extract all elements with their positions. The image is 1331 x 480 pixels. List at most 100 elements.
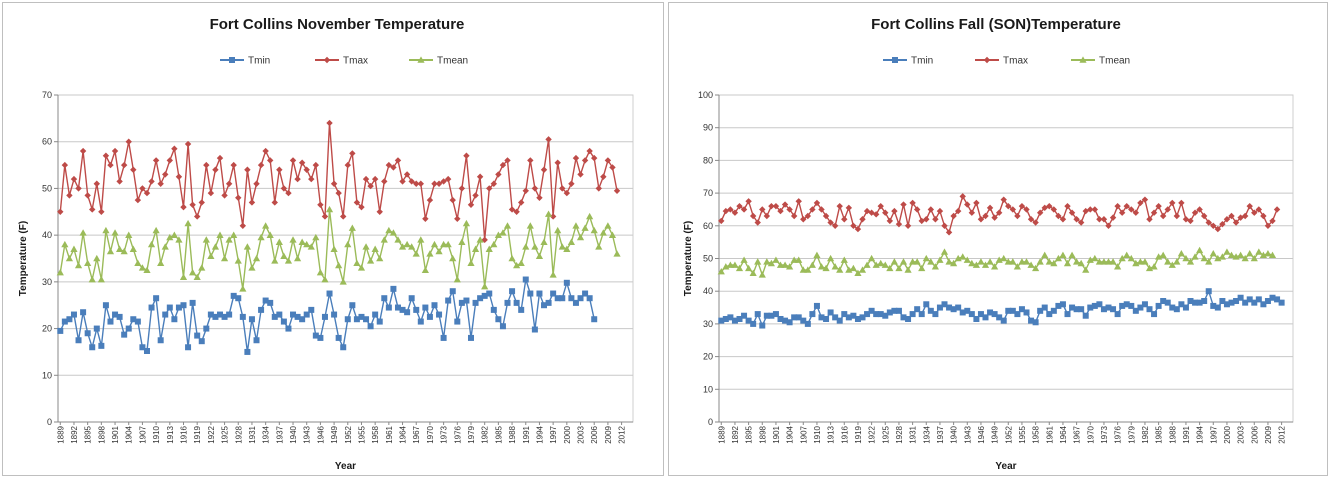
data-point-tmean xyxy=(316,268,325,276)
data-point-tmin xyxy=(358,313,365,320)
data-point-tmin xyxy=(1128,302,1135,309)
data-point-tmax xyxy=(1196,206,1203,213)
data-point-tmax xyxy=(248,199,256,206)
x-tick-label: 1904 xyxy=(125,425,134,443)
data-point-tmean xyxy=(325,205,334,213)
data-point-tmin xyxy=(449,288,456,295)
data-point-tmean xyxy=(963,256,971,263)
data-point-tmin xyxy=(477,295,484,302)
x-tick-label: 1988 xyxy=(508,425,517,443)
data-point-tmin xyxy=(1260,301,1267,308)
data-point-tmax xyxy=(1251,209,1258,216)
x-tick-label: 1919 xyxy=(193,425,202,443)
data-point-tmean xyxy=(595,243,603,250)
data-point-tmax xyxy=(216,154,224,162)
legend-entry-tmax: Tmax xyxy=(315,56,368,67)
data-point-tmean xyxy=(70,245,78,252)
data-point-tmean xyxy=(1241,254,1249,262)
data-point-tmax xyxy=(280,185,288,192)
data-point-tmax xyxy=(604,157,612,164)
data-point-tmin xyxy=(98,342,105,349)
x-tick-label: 2012 xyxy=(618,425,627,443)
data-point-tmin xyxy=(804,320,811,327)
y-tick-label: 0 xyxy=(708,417,713,427)
data-point-tmin xyxy=(718,317,725,324)
data-point-tmean xyxy=(959,253,967,260)
data-point-tmin xyxy=(777,315,784,322)
data-point-tmax xyxy=(1182,216,1190,223)
data-point-tmean xyxy=(1155,253,1163,260)
data-point-tmin xyxy=(759,322,766,329)
data-point-tmean xyxy=(558,243,566,250)
data-point-tmin xyxy=(1009,307,1016,314)
data-point-tmax xyxy=(417,180,424,187)
data-point-tmax xyxy=(1219,220,1226,228)
data-point-tmax xyxy=(595,185,602,192)
data-point-tmax xyxy=(991,214,998,221)
data-point-tmean xyxy=(1227,251,1236,259)
data-point-tmax xyxy=(772,202,780,210)
data-point-tmax xyxy=(486,185,493,192)
data-point-tmax xyxy=(239,222,247,229)
data-point-tmax xyxy=(89,206,96,213)
data-point-tmean xyxy=(243,243,251,250)
data-point-tmax xyxy=(577,171,584,178)
data-point-tmax xyxy=(390,164,397,171)
data-point-tmin xyxy=(531,326,538,333)
data-point-tmin xyxy=(1018,306,1025,313)
data-point-tmean xyxy=(216,231,224,238)
x-tick-label: 2006 xyxy=(1250,425,1259,443)
data-point-tmax xyxy=(904,222,912,229)
data-point-tmax xyxy=(777,207,784,215)
data-point-tmin xyxy=(112,311,119,318)
x-tick-label: 2003 xyxy=(577,425,586,443)
data-point-tmin xyxy=(1192,299,1199,306)
data-point-tmean xyxy=(927,258,935,265)
data-point-tmin xyxy=(463,297,470,304)
data-point-tmean xyxy=(421,266,429,273)
series-tmean xyxy=(56,205,621,292)
y-tick-label: 10 xyxy=(42,370,52,380)
data-point-tmax xyxy=(786,206,793,213)
data-point-tmin xyxy=(873,311,880,318)
data-point-tmean xyxy=(731,261,739,268)
data-point-tmax xyxy=(257,161,265,169)
data-point-tmax xyxy=(932,216,939,223)
data-point-tmax xyxy=(581,157,589,164)
data-point-tmean xyxy=(252,254,261,262)
data-point-tmean xyxy=(111,229,119,236)
data-point-tmin xyxy=(1274,296,1281,303)
data-point-tmax xyxy=(945,229,953,236)
data-point-tmax xyxy=(568,180,575,187)
data-point-tmax xyxy=(859,216,866,223)
data-point-tmin xyxy=(175,304,182,311)
data-point-tmin xyxy=(1028,317,1035,324)
data-point-tmax xyxy=(198,199,205,206)
data-point-tmean xyxy=(735,264,744,272)
data-point-tmax xyxy=(1023,206,1030,213)
data-point-tmin xyxy=(431,302,438,309)
legend-label-tmin: Tmin xyxy=(911,56,933,67)
y-tick-label: 70 xyxy=(703,188,713,198)
data-point-tmean xyxy=(763,258,771,265)
data-point-tmean xyxy=(184,219,192,227)
data-point-tmin xyxy=(253,337,260,344)
x-tick-label: 1973 xyxy=(440,425,449,443)
data-point-tmean xyxy=(380,236,388,243)
x-tick-label: 2009 xyxy=(604,425,613,443)
x-tick-label: 1889 xyxy=(717,425,726,443)
data-point-tmin xyxy=(509,288,516,295)
data-point-tmax xyxy=(522,187,529,194)
data-point-tmin xyxy=(66,316,73,323)
x-tick-label: 1940 xyxy=(289,425,298,443)
chart-panel-fall: Fort Collins Fall (SON)Temperature Tmin Tm… xyxy=(668,2,1328,476)
data-point-tmin xyxy=(923,301,930,308)
data-point-tmean xyxy=(271,257,279,264)
data-point-tmean xyxy=(239,285,247,292)
data-point-tmean xyxy=(1077,259,1085,267)
data-point-tmax xyxy=(321,213,329,220)
data-point-tmin xyxy=(836,317,843,324)
x-tick-label: 1931 xyxy=(909,425,918,443)
data-point-tmin xyxy=(353,316,360,323)
data-point-tmin xyxy=(1246,296,1253,303)
